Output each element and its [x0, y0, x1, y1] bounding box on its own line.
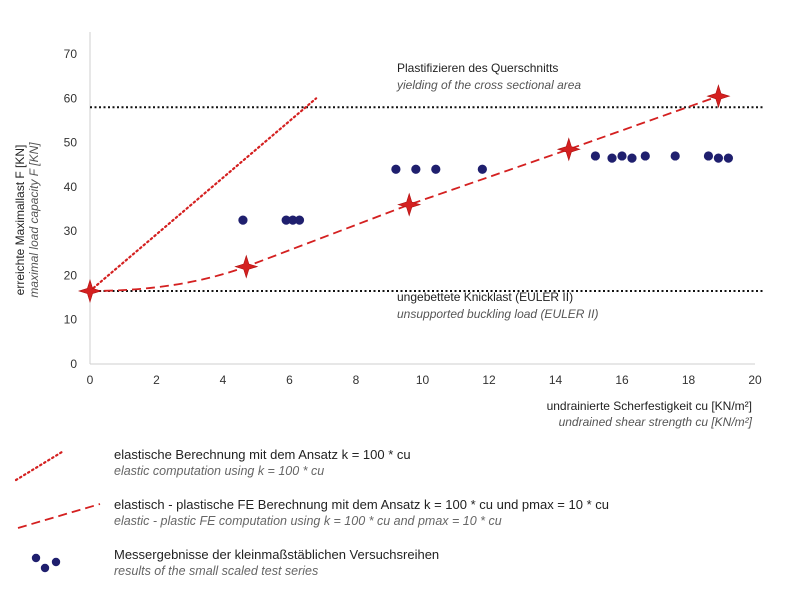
data-point	[607, 153, 617, 163]
legend-label-en: elastic computation using k = 100 * cu	[114, 464, 325, 478]
legend-text-tests: Messergebnisse der kleinmaßstäblichen Ve…	[114, 546, 439, 580]
data-point	[288, 215, 298, 225]
tick-labels: 0 2 4 6 8 10 12 14 16 18 20 0 10 20 30 40 50 60 70	[64, 47, 762, 387]
data-point	[477, 164, 487, 174]
y-axis-label-en: maximal load capacity F [KN]	[27, 142, 41, 298]
x-tick-label: 12	[482, 373, 496, 387]
x-axis-label-en: undrained shear strength cu [KN/m²]	[559, 415, 753, 429]
legend-item-fe: elastisch - plastische FE Berechnung mit…	[12, 496, 800, 536]
star-marker	[77, 278, 103, 303]
star-marker	[234, 254, 259, 279]
y-axis-label-de: erreichte Maximallast F [KN]	[13, 145, 27, 296]
data-point	[617, 151, 627, 161]
y-tick-label: 20	[64, 268, 78, 282]
x-tick-label: 0	[87, 373, 94, 387]
x-tick-label: 4	[220, 373, 227, 387]
x-tick-label: 16	[615, 373, 629, 387]
legend-text-elastic: elastische Berechnung mit dem Ansatz k =…	[114, 446, 411, 480]
data-point	[238, 215, 248, 225]
star-marker	[556, 137, 581, 162]
ref-line-bottom-label-en: unsupported buckling load (EULER II)	[397, 307, 598, 321]
series-line-elastic	[88, 97, 318, 293]
x-tick-label: 18	[682, 373, 696, 387]
data-point	[590, 151, 601, 161]
chart: 0 2 4 6 8 10 12 14 16 18 20 0 10 20 30 40 50 60 70 erreich…	[13, 32, 765, 429]
series	[77, 84, 734, 303]
y-tick-label: 40	[64, 180, 78, 194]
axes	[89, 32, 755, 365]
legend-text-fe: elastisch - plastische FE Berechnung mit…	[114, 496, 609, 530]
x-tick-label: 8	[353, 373, 360, 387]
data-point	[723, 153, 734, 163]
x-axis-label-de: undrainierte Scherfestigkeit cu [KN/m²]	[547, 399, 752, 413]
legend-label-en: results of the small scaled test series	[114, 564, 319, 578]
data-point	[640, 151, 650, 161]
legend-label-de: elastische Berechnung mit dem Ansatz k =…	[114, 447, 411, 462]
x-tick-label: 14	[549, 373, 563, 387]
legend-label-en: elastic - plastic FE computation using k…	[114, 514, 502, 528]
y-tick-label: 0	[70, 357, 77, 371]
x-tick-label: 2	[153, 373, 160, 387]
data-point	[670, 151, 680, 161]
legend-label-de: elastisch - plastische FE Berechnung mit…	[114, 497, 609, 512]
y-tick-label: 60	[64, 91, 78, 105]
legend-item-elastic: elastische Berechnung mit dem Ansatz k =…	[12, 446, 800, 486]
data-point	[431, 164, 441, 174]
ref-line-top-label-de: Plastifizieren des Querschnitts	[397, 61, 558, 75]
star-marker	[397, 192, 422, 217]
x-tick-label: 6	[286, 373, 293, 387]
ref-line-top-label-en: yielding of the cross sectional area	[396, 78, 581, 92]
y-tick-label: 30	[64, 224, 78, 238]
data-point	[294, 215, 305, 225]
x-tick-label: 20	[748, 373, 762, 387]
series-line-fe	[89, 95, 719, 292]
data-point	[713, 153, 724, 163]
legend-label-de: Messergebnisse der kleinmaßstäblichen Ve…	[114, 547, 440, 562]
y-tick-label: 10	[64, 313, 78, 327]
y-tick-label: 70	[64, 47, 78, 61]
dashed-line-icon	[17, 503, 101, 529]
y-tick-label: 50	[64, 136, 78, 150]
x-tick-label: 10	[416, 373, 430, 387]
data-point	[391, 164, 401, 174]
dots-icon	[31, 553, 61, 573]
legend-item-tests: Messergebnisse der kleinmaßstäblichen Ve…	[12, 546, 800, 586]
data-point	[281, 215, 291, 225]
data-point	[627, 153, 637, 163]
reference-lines	[90, 106, 765, 292]
data-point	[411, 164, 421, 174]
data-point	[703, 151, 714, 161]
ref-line-bottom-label-de: ungebettete Knicklast (EULER II)	[397, 290, 573, 304]
dotted-line-icon	[14, 450, 64, 482]
star-marker	[706, 84, 731, 109]
